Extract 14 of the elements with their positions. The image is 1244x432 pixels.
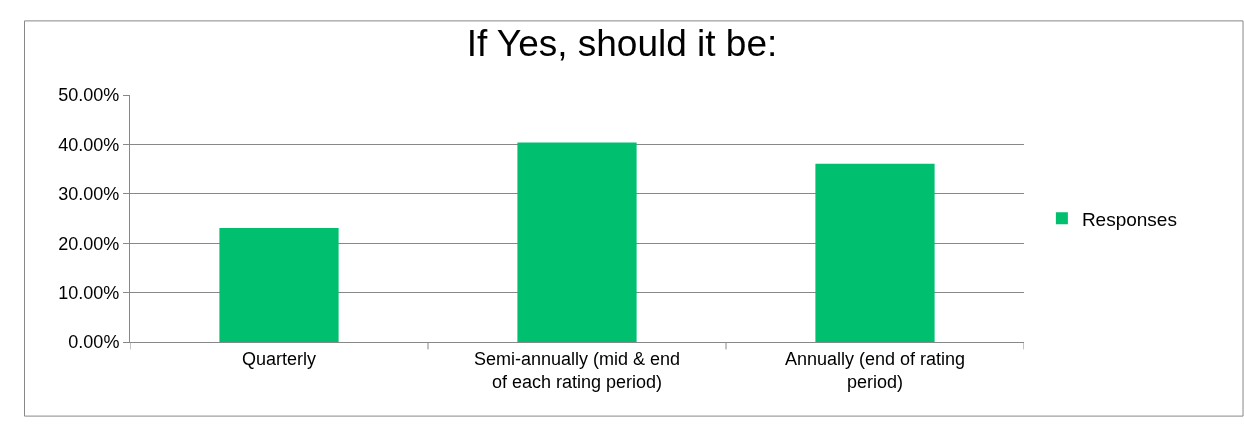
x-tick-label: Quarterly xyxy=(241,348,317,369)
legend-label: Responses xyxy=(1081,208,1177,230)
y-tick-label: 30.00% xyxy=(58,184,120,205)
y-tick-label: 10.00% xyxy=(58,282,120,303)
x-tick-label: Annually (end of rating period) xyxy=(784,348,966,392)
y-tick-label: 0.00% xyxy=(68,332,120,353)
x-tick-label: Semi-annually (mid & end of each rating period) xyxy=(473,348,681,392)
y-tick-label: 20.00% xyxy=(58,233,120,254)
bar xyxy=(815,163,935,342)
chart-title: If Yes, should it be: xyxy=(466,23,778,65)
bar xyxy=(219,227,339,342)
y-tick-label: 40.00% xyxy=(58,134,120,155)
bar xyxy=(517,142,637,342)
y-tick-label: 50.00% xyxy=(58,85,120,106)
